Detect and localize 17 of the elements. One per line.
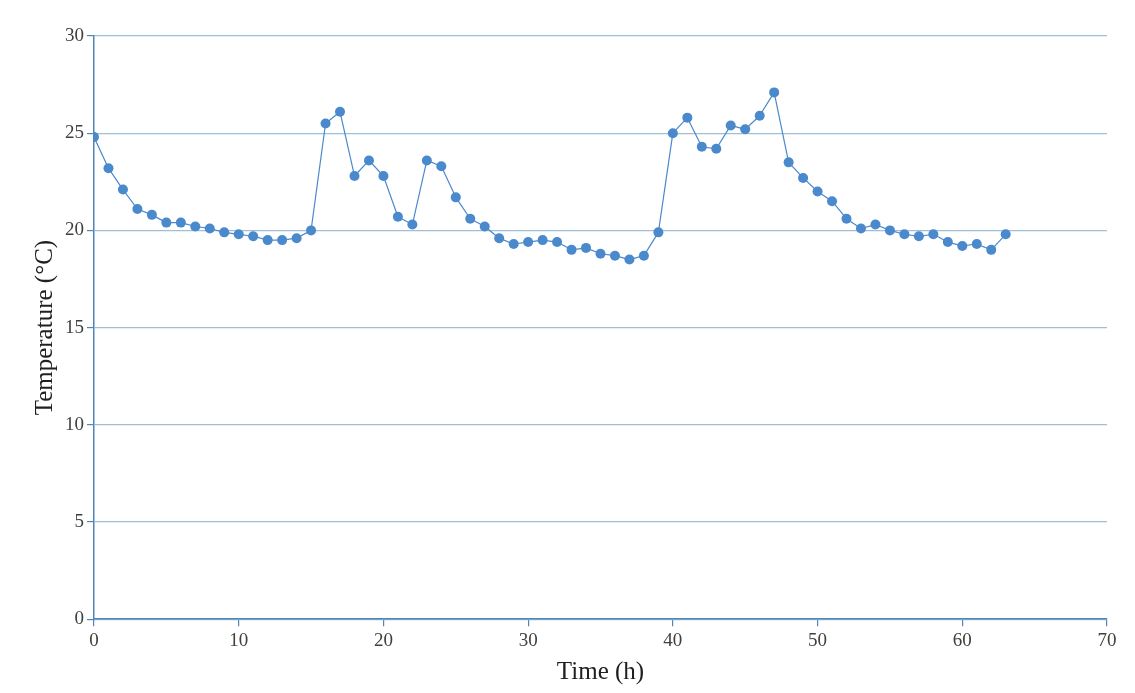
- x-axis-title: Time (h): [556, 656, 645, 685]
- x-tick-label: 0: [89, 628, 99, 650]
- y-tick-label: 30: [65, 23, 84, 45]
- y-tick-label: 20: [65, 218, 84, 240]
- y-tick-label: 15: [65, 315, 84, 337]
- x-tick-label: 50: [808, 628, 828, 650]
- x-tick-label: 10: [229, 628, 249, 650]
- x-tick-label: 60: [952, 628, 972, 650]
- y-tick-label: 10: [65, 412, 84, 434]
- y-tick-label: 25: [65, 121, 84, 143]
- y-tick-label: 5: [74, 509, 84, 531]
- x-tick-label: 30: [518, 628, 538, 650]
- y-tick-label: 0: [74, 607, 84, 629]
- y-axis-title: Temperature (°C): [29, 239, 58, 416]
- x-tick-label: 20: [373, 628, 393, 650]
- x-tick-label: 70: [1097, 628, 1117, 650]
- x-tick-label: 40: [663, 628, 683, 650]
